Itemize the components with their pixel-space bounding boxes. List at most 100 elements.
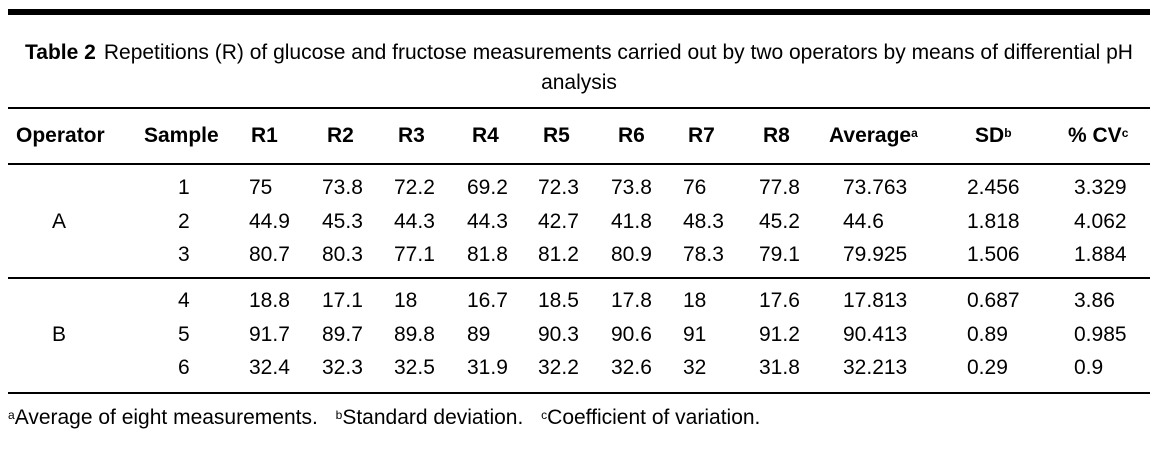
cell-r8: 79.1 [759,243,800,266]
header-r8: R8 [763,124,790,147]
header-cv: % CVc [1068,124,1128,148]
header-r1: R1 [251,124,278,147]
cell-r5: 90.3 [538,323,579,346]
cell-r8: 31.8 [759,356,800,379]
cell-r6: 90.6 [611,323,652,346]
cell-r5: 42.7 [538,210,579,233]
cell-r5: 72.3 [538,176,579,199]
cell-sample: 4 [178,289,190,312]
cell-r3: 32.5 [394,356,435,379]
header-average-label: Average [829,124,912,147]
cell-r1: 80.7 [249,243,290,266]
table-label: Table 2 [25,41,96,64]
operator-a: A [51,210,66,233]
cell-r7: 18 [683,289,707,312]
cell-r1: 44.9 [249,210,290,233]
cell-r2: 73.8 [322,176,363,199]
cell-sample: 1 [178,176,190,199]
cell-r7: 32 [683,356,707,379]
footnote-c: cCoefficient of variation. [541,406,760,429]
caption-rule [8,107,1150,109]
cell-average: 73.763 [843,176,908,199]
header-r3: R3 [398,124,425,147]
cell-sd: 1.506 [967,243,1020,266]
cell-r2: 45.3 [322,210,363,233]
cell-cv: 3.86 [1074,289,1115,312]
cell-cv: 3.329 [1074,176,1127,199]
cell-r2: 80.3 [322,243,363,266]
cell-r7: 48.3 [683,210,724,233]
header-average: Averagea [829,124,918,148]
table-footnotes: aAverage of eight measurements. bStandar… [8,404,772,432]
cell-r1: 91.7 [249,323,290,346]
cell-r1: 75 [249,176,273,199]
footnote-a: aAverage of eight measurements. [8,406,318,429]
cell-average: 32.213 [843,356,908,379]
footnote-b-text: Standard deviation. [342,406,524,429]
cell-r8: 91.2 [759,323,800,346]
cell-sample: 6 [178,356,190,379]
cell-r2: 17.1 [322,289,363,312]
cell-cv: 1.884 [1074,243,1127,266]
header-sd: SDb [975,124,1012,148]
cell-cv: 4.062 [1074,210,1127,233]
cell-r3: 18 [394,289,418,312]
cell-r7: 76 [683,176,707,199]
cell-sd: 2.456 [967,176,1020,199]
header-r7: R7 [688,124,715,147]
header-sd-note-marker: b [1004,126,1012,140]
cell-r8: 77.8 [759,176,800,199]
cell-r7: 78.3 [683,243,724,266]
footnote-a-marker: a [8,408,15,422]
cell-r3: 89.8 [394,323,435,346]
header-cv-note-marker: c [1121,126,1129,140]
cell-r6: 80.9 [611,243,652,266]
table-caption: Table 2 Repetitions (R) of glucose and fr… [8,38,1150,98]
cell-r6: 32.6 [611,356,652,379]
cell-r5: 81.2 [538,243,579,266]
cell-r6: 41.8 [611,210,652,233]
cell-r5: 18.5 [538,289,579,312]
header-r5: R5 [543,124,570,147]
cell-sd: 0.687 [967,289,1020,312]
footnote-b: bStandard deviation. [336,406,524,429]
cell-sample: 2 [178,210,190,233]
header-sd-label: SD [975,124,1005,147]
cell-r3: 72.2 [394,176,435,199]
cell-r4: 81.8 [467,243,508,266]
cell-r5: 32.2 [538,356,579,379]
cell-r3: 44.3 [394,210,435,233]
bottom-rule [8,392,1150,394]
cell-r4: 31.9 [467,356,508,379]
group-separator-rule [8,277,1150,279]
cell-r8: 45.2 [759,210,800,233]
cell-average: 44.6 [843,210,884,233]
header-rule [8,163,1150,165]
cell-r2: 32.3 [322,356,363,379]
cell-r4: 44.3 [467,210,508,233]
header-average-note-marker: a [911,126,918,140]
cell-average: 17.813 [843,289,908,312]
header-cv-label: % CV [1068,124,1122,147]
cell-r4: 89 [467,323,491,346]
cell-r4: 16.7 [467,289,508,312]
footnote-a-text: Average of eight measurements. [14,406,318,429]
header-r2: R2 [327,124,354,147]
cell-r3: 77.1 [394,243,435,266]
cell-sd: 1.818 [967,210,1020,233]
header-operator: Operator [16,124,105,147]
operator-b: B [51,323,66,346]
cell-r6: 17.8 [611,289,652,312]
cell-sample: 5 [178,323,190,346]
cell-r1: 32.4 [249,356,290,379]
cell-r8: 17.6 [759,289,800,312]
header-r6: R6 [618,124,645,147]
cell-r4: 69.2 [467,176,508,199]
cell-average: 90.413 [843,323,908,346]
cell-r1: 18.8 [249,289,290,312]
top-rule [8,9,1150,15]
cell-sample: 3 [178,243,190,266]
cell-sd: 0.29 [967,356,1008,379]
header-sample: Sample [144,124,219,147]
cell-r2: 89.7 [322,323,363,346]
